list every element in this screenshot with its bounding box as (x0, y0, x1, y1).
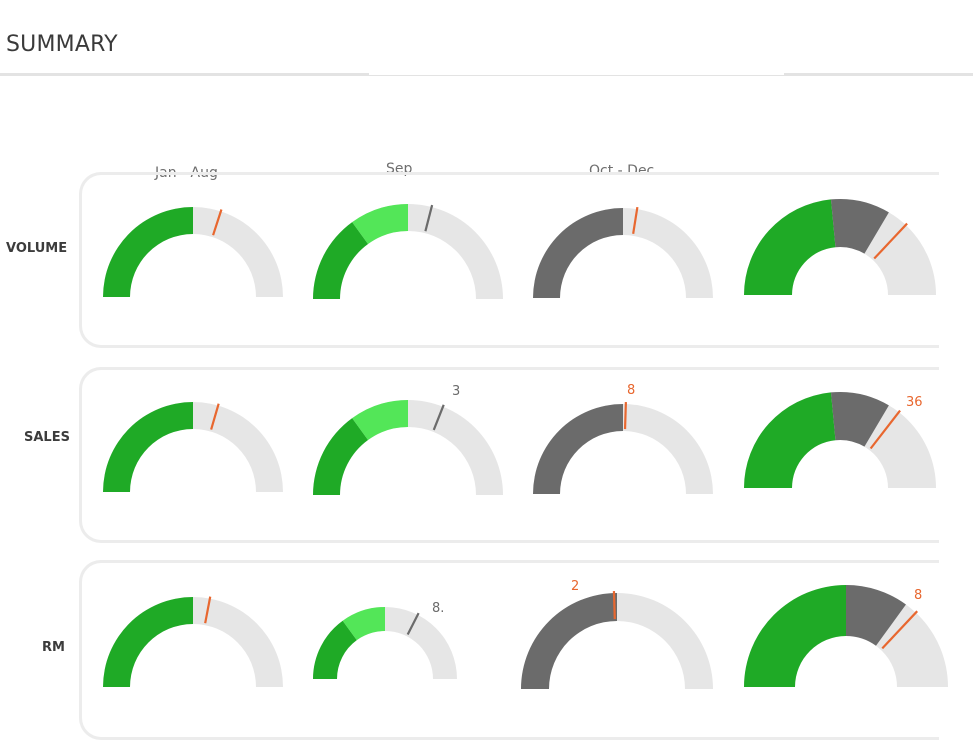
gauge-value-label-rm-total: 8 (914, 588, 922, 603)
page-title: SUMMARY (6, 32, 118, 57)
gauge-target-marker-rm-jan-aug (204, 596, 212, 624)
column-header-oct-dec: Oct - Dec (589, 163, 655, 179)
gauge-segment-rm-sep-2 (342, 607, 385, 641)
gauge-segment-volume-sep-2 (352, 204, 408, 244)
gauge-value-label-sales-sep: 3 (452, 384, 460, 399)
gauge-value-label-sales-oct-dec: 8 (627, 383, 635, 398)
gauge-segment-sales-sep-1 (313, 418, 369, 495)
gauge-target-marker-sales-total (869, 409, 901, 450)
gauge-segment-volume-sep-1 (313, 222, 369, 299)
gauge-segment-sales-oct-dec-1 (533, 404, 623, 494)
gauge-value-label-sales-total: 36 (906, 395, 923, 410)
title-underline-right (784, 73, 973, 76)
volume-row-card (79, 172, 939, 348)
sales-row-card (79, 367, 939, 543)
row-label-rm: RM (42, 640, 65, 655)
gauge-target-marker-sales-sep (432, 404, 445, 431)
gauge-segment-volume-total-2 (830, 199, 889, 254)
gauge-segment-rm-oct-dec-1 (521, 593, 617, 689)
gauge-target-marker-volume-jan-aug (212, 209, 223, 236)
gauge-segment-volume-jan-aug-1 (103, 207, 193, 297)
gauge-target-marker-sales-oct-dec (623, 402, 627, 430)
gauge-segment-rm-total-2 (846, 585, 906, 646)
row-label-sales: SALES (24, 430, 70, 445)
row-label-volume: VOLUME (6, 241, 68, 256)
gauge-segment-rm-total-1 (744, 585, 846, 687)
gauge-segment-rm-sep-1 (313, 620, 357, 679)
gauge-value-label-rm-sep: 8. (432, 601, 444, 616)
gauge-segment-sales-total-2 (830, 392, 889, 447)
gauge-target-marker-volume-total (873, 222, 908, 260)
gauge-target-marker-volume-sep (424, 204, 434, 232)
gauge-value-label-rm-oct-dec: 2 (571, 579, 579, 594)
gauge-segment-sales-total-1 (744, 392, 836, 488)
gauge-segment-rm-jan-aug-1 (103, 597, 193, 687)
gauge-target-marker-rm-sep (406, 612, 420, 635)
gauge-segment-sales-jan-aug-1 (103, 402, 193, 492)
title-underline-middle (369, 75, 784, 76)
gauge-target-marker-sales-jan-aug (210, 403, 220, 430)
gauge-segment-volume-total-1 (744, 199, 836, 295)
title-underline-left (0, 73, 369, 76)
gauge-segment-sales-sep-2 (352, 400, 408, 440)
gauge-target-marker-rm-oct-dec (612, 591, 616, 620)
gauge-target-marker-rm-total (881, 610, 918, 650)
gauge-segment-volume-oct-dec-1 (533, 208, 623, 298)
gauge-target-marker-volume-oct-dec (632, 206, 639, 234)
